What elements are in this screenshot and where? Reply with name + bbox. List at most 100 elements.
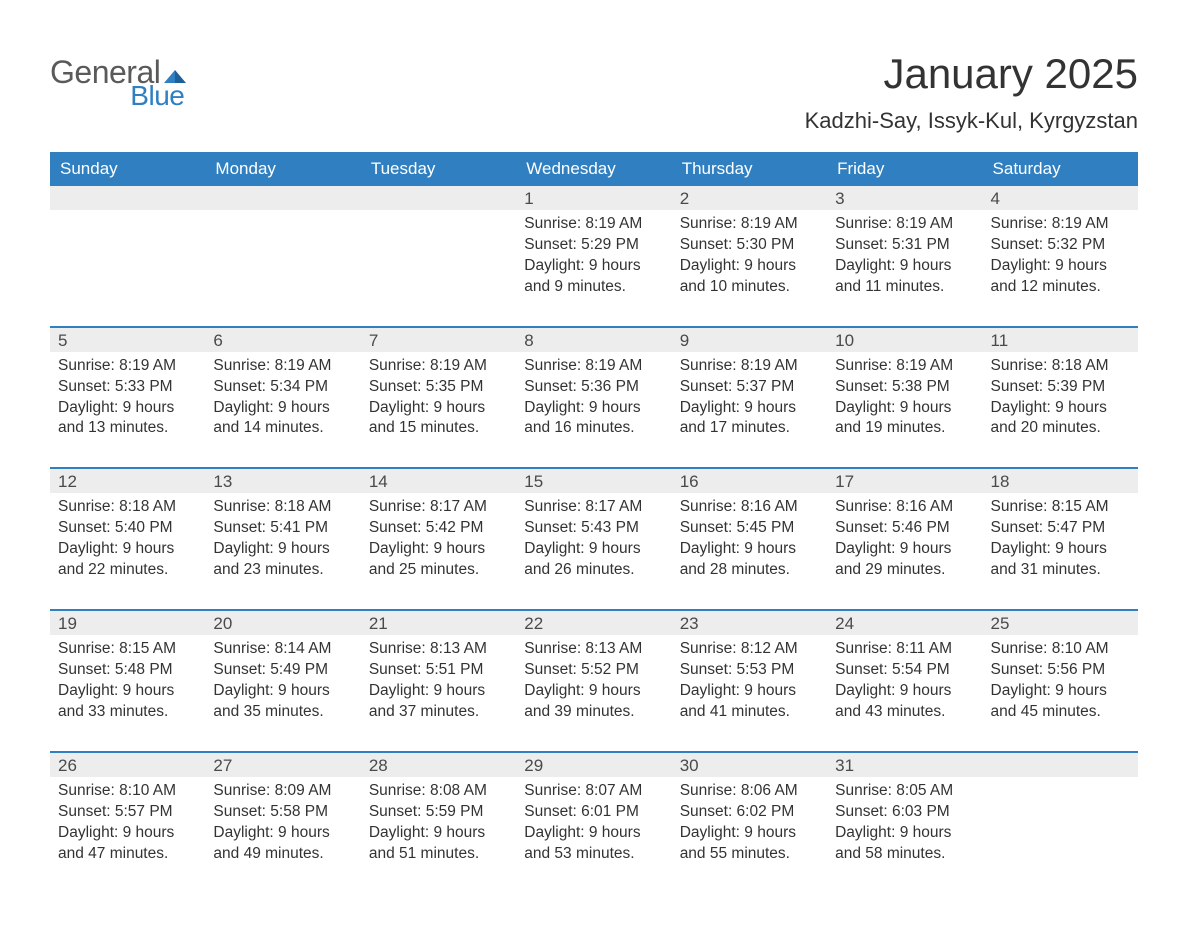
daylight-line: Daylight: 9 hours and 14 minutes. [213,398,352,440]
day-details: Sunrise: 8:09 AMSunset: 5:58 PMDaylight:… [205,777,360,893]
sunrise-line: Sunrise: 8:19 AM [524,214,663,235]
calendar-day: 28Sunrise: 8:08 AMSunset: 5:59 PMDayligh… [361,752,516,893]
day-number-row: 5 [50,328,205,352]
calendar-day-empty [50,186,205,327]
calendar-day: 20Sunrise: 8:14 AMSunset: 5:49 PMDayligh… [205,610,360,752]
day-number: 26 [50,753,205,777]
sunset-line: Sunset: 5:57 PM [58,802,197,823]
day-number: 14 [361,469,516,493]
sunrise-line: Sunrise: 8:19 AM [524,356,663,377]
sunrise-line: Sunrise: 8:19 AM [835,356,974,377]
day-number-row: 25 [983,611,1138,635]
sunrise-line: Sunrise: 8:11 AM [835,639,974,660]
calendar-day: 14Sunrise: 8:17 AMSunset: 5:42 PMDayligh… [361,468,516,610]
day-details: Sunrise: 8:17 AMSunset: 5:43 PMDaylight:… [516,493,671,609]
sunrise-line: Sunrise: 8:05 AM [835,781,974,802]
day-number-row [50,186,205,210]
day-details: Sunrise: 8:19 AMSunset: 5:35 PMDaylight:… [361,352,516,468]
sunrise-line: Sunrise: 8:18 AM [991,356,1130,377]
daylight-line: Daylight: 9 hours and 45 minutes. [991,681,1130,723]
day-number: 6 [205,328,360,352]
daylight-line: Daylight: 9 hours and 47 minutes. [58,823,197,865]
sunrise-line: Sunrise: 8:16 AM [835,497,974,518]
day-details: Sunrise: 8:06 AMSunset: 6:02 PMDaylight:… [672,777,827,893]
sunset-line: Sunset: 5:38 PM [835,377,974,398]
calendar-day: 10Sunrise: 8:19 AMSunset: 5:38 PMDayligh… [827,327,982,469]
sunrise-line: Sunrise: 8:18 AM [213,497,352,518]
day-details: Sunrise: 8:17 AMSunset: 5:42 PMDaylight:… [361,493,516,609]
calendar-day: 25Sunrise: 8:10 AMSunset: 5:56 PMDayligh… [983,610,1138,752]
daylight-line: Daylight: 9 hours and 31 minutes. [991,539,1130,581]
day-details: Sunrise: 8:11 AMSunset: 5:54 PMDaylight:… [827,635,982,751]
sunrise-line: Sunrise: 8:19 AM [991,214,1130,235]
day-number [983,753,1138,777]
daylight-line: Daylight: 9 hours and 53 minutes. [524,823,663,865]
sunrise-line: Sunrise: 8:10 AM [991,639,1130,660]
calendar-week: 26Sunrise: 8:10 AMSunset: 5:57 PMDayligh… [50,752,1138,893]
day-number-row: 19 [50,611,205,635]
daylight-line: Daylight: 9 hours and 10 minutes. [680,256,819,298]
day-number-row: 12 [50,469,205,493]
sunrise-line: Sunrise: 8:09 AM [213,781,352,802]
daylight-line: Daylight: 9 hours and 13 minutes. [58,398,197,440]
day-details: Sunrise: 8:19 AMSunset: 5:37 PMDaylight:… [672,352,827,468]
daylight-line: Daylight: 9 hours and 26 minutes. [524,539,663,581]
calendar-day: 18Sunrise: 8:15 AMSunset: 5:47 PMDayligh… [983,468,1138,610]
day-number: 23 [672,611,827,635]
day-number-row: 8 [516,328,671,352]
day-header-row: SundayMondayTuesdayWednesdayThursdayFrid… [50,152,1138,186]
day-number: 13 [205,469,360,493]
calendar-day: 15Sunrise: 8:17 AMSunset: 5:43 PMDayligh… [516,468,671,610]
daylight-line: Daylight: 9 hours and 19 minutes. [835,398,974,440]
calendar-week: 19Sunrise: 8:15 AMSunset: 5:48 PMDayligh… [50,610,1138,752]
day-number: 9 [672,328,827,352]
day-details: Sunrise: 8:13 AMSunset: 5:51 PMDaylight:… [361,635,516,751]
day-details: Sunrise: 8:14 AMSunset: 5:49 PMDaylight:… [205,635,360,751]
sunrise-line: Sunrise: 8:19 AM [680,214,819,235]
daylight-line: Daylight: 9 hours and 25 minutes. [369,539,508,581]
sunrise-line: Sunrise: 8:13 AM [524,639,663,660]
sunrise-line: Sunrise: 8:17 AM [369,497,508,518]
day-number-row: 16 [672,469,827,493]
day-number: 29 [516,753,671,777]
sunrise-line: Sunrise: 8:15 AM [991,497,1130,518]
day-number-row: 2 [672,186,827,210]
sunset-line: Sunset: 5:34 PM [213,377,352,398]
day-header: Wednesday [516,152,671,186]
day-number: 2 [672,186,827,210]
day-details: Sunrise: 8:07 AMSunset: 6:01 PMDaylight:… [516,777,671,893]
calendar-day: 26Sunrise: 8:10 AMSunset: 5:57 PMDayligh… [50,752,205,893]
day-number-row: 26 [50,753,205,777]
daylight-line: Daylight: 9 hours and 33 minutes. [58,681,197,723]
calendar-day: 19Sunrise: 8:15 AMSunset: 5:48 PMDayligh… [50,610,205,752]
sunset-line: Sunset: 5:43 PM [524,518,663,539]
sunrise-line: Sunrise: 8:19 AM [680,356,819,377]
sunset-line: Sunset: 5:46 PM [835,518,974,539]
day-number [50,186,205,210]
sunrise-line: Sunrise: 8:19 AM [369,356,508,377]
sunrise-line: Sunrise: 8:19 AM [213,356,352,377]
day-details: Sunrise: 8:10 AMSunset: 5:56 PMDaylight:… [983,635,1138,751]
daylight-line: Daylight: 9 hours and 23 minutes. [213,539,352,581]
day-header: Friday [827,152,982,186]
day-number: 19 [50,611,205,635]
sunset-line: Sunset: 5:39 PM [991,377,1130,398]
sunrise-line: Sunrise: 8:16 AM [680,497,819,518]
calendar-day: 31Sunrise: 8:05 AMSunset: 6:03 PMDayligh… [827,752,982,893]
sunrise-line: Sunrise: 8:13 AM [369,639,508,660]
daylight-line: Daylight: 9 hours and 20 minutes. [991,398,1130,440]
day-details: Sunrise: 8:13 AMSunset: 5:52 PMDaylight:… [516,635,671,751]
day-number-row: 14 [361,469,516,493]
day-number-row [361,186,516,210]
day-details: Sunrise: 8:19 AMSunset: 5:32 PMDaylight:… [983,210,1138,326]
calendar-thead: SundayMondayTuesdayWednesdayThursdayFrid… [50,152,1138,186]
sunset-line: Sunset: 5:52 PM [524,660,663,681]
day-number: 18 [983,469,1138,493]
title-block: January 2025 Kadzhi-Say, Issyk-Kul, Kyrg… [805,50,1138,134]
day-number-row [983,753,1138,777]
sunrise-line: Sunrise: 8:19 AM [58,356,197,377]
day-number: 4 [983,186,1138,210]
calendar-day: 30Sunrise: 8:06 AMSunset: 6:02 PMDayligh… [672,752,827,893]
day-number-row: 27 [205,753,360,777]
day-number-row: 30 [672,753,827,777]
